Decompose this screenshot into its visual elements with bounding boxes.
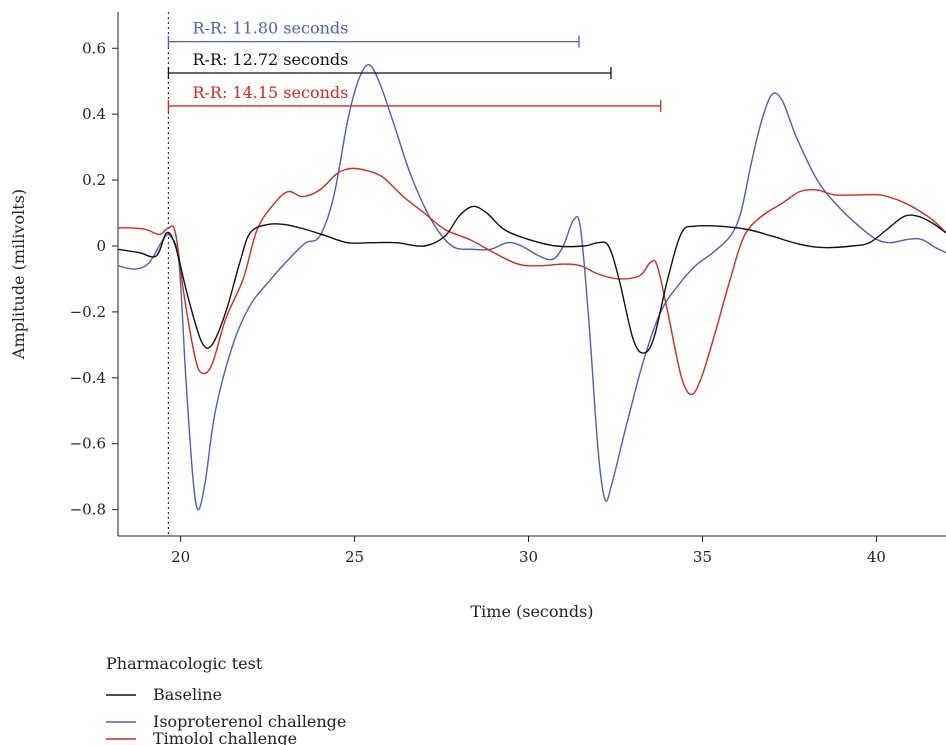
x-tick-label: 40 <box>867 548 886 566</box>
legend: Pharmacologic test BaselineIsoproterenol… <box>106 654 346 745</box>
series-line-isoproterenol-challenge <box>118 65 946 510</box>
series <box>118 65 946 510</box>
rr-interval-label: R-R: 12.72 seconds <box>192 50 348 69</box>
rr-interval-label: R-R: 11.80 seconds <box>192 19 348 38</box>
x-axis-title: Time (seconds) <box>470 602 593 621</box>
legend-title: Pharmacologic test <box>106 654 263 673</box>
x-tick-label: 30 <box>519 548 538 566</box>
rr-interval-label: R-R: 14.15 seconds <box>192 83 348 102</box>
ticks: 20 25 30 35 40 −0.8 −0.6 −0.4 −0.2 0 0.2 0.4 0.6 <box>70 39 886 566</box>
legend-label: Timolol challenge <box>153 729 297 745</box>
y-tick-label: −0.4 <box>70 369 106 387</box>
y-tick-label: 0.6 <box>82 39 106 57</box>
x-tick-label: 20 <box>171 548 190 566</box>
y-tick-label: −0.2 <box>70 303 106 321</box>
legend-label: Baseline <box>153 685 222 704</box>
y-tick-label: −0.6 <box>70 435 106 453</box>
y-tick-label: 0.2 <box>82 171 106 189</box>
y-tick-label: 0 <box>96 237 106 255</box>
y-tick-label: 0.4 <box>82 105 106 123</box>
y-axis-title: Amplitude (milivolts) <box>9 189 28 360</box>
rr-annotations: R-R: 11.80 seconds R-R: 12.72 seconds R-R:… <box>168 19 660 112</box>
x-tick-label: 35 <box>693 548 712 566</box>
series-line-timolol-challenge <box>118 168 946 394</box>
y-tick-label: −0.8 <box>70 501 106 519</box>
x-tick-label: 25 <box>345 548 364 566</box>
